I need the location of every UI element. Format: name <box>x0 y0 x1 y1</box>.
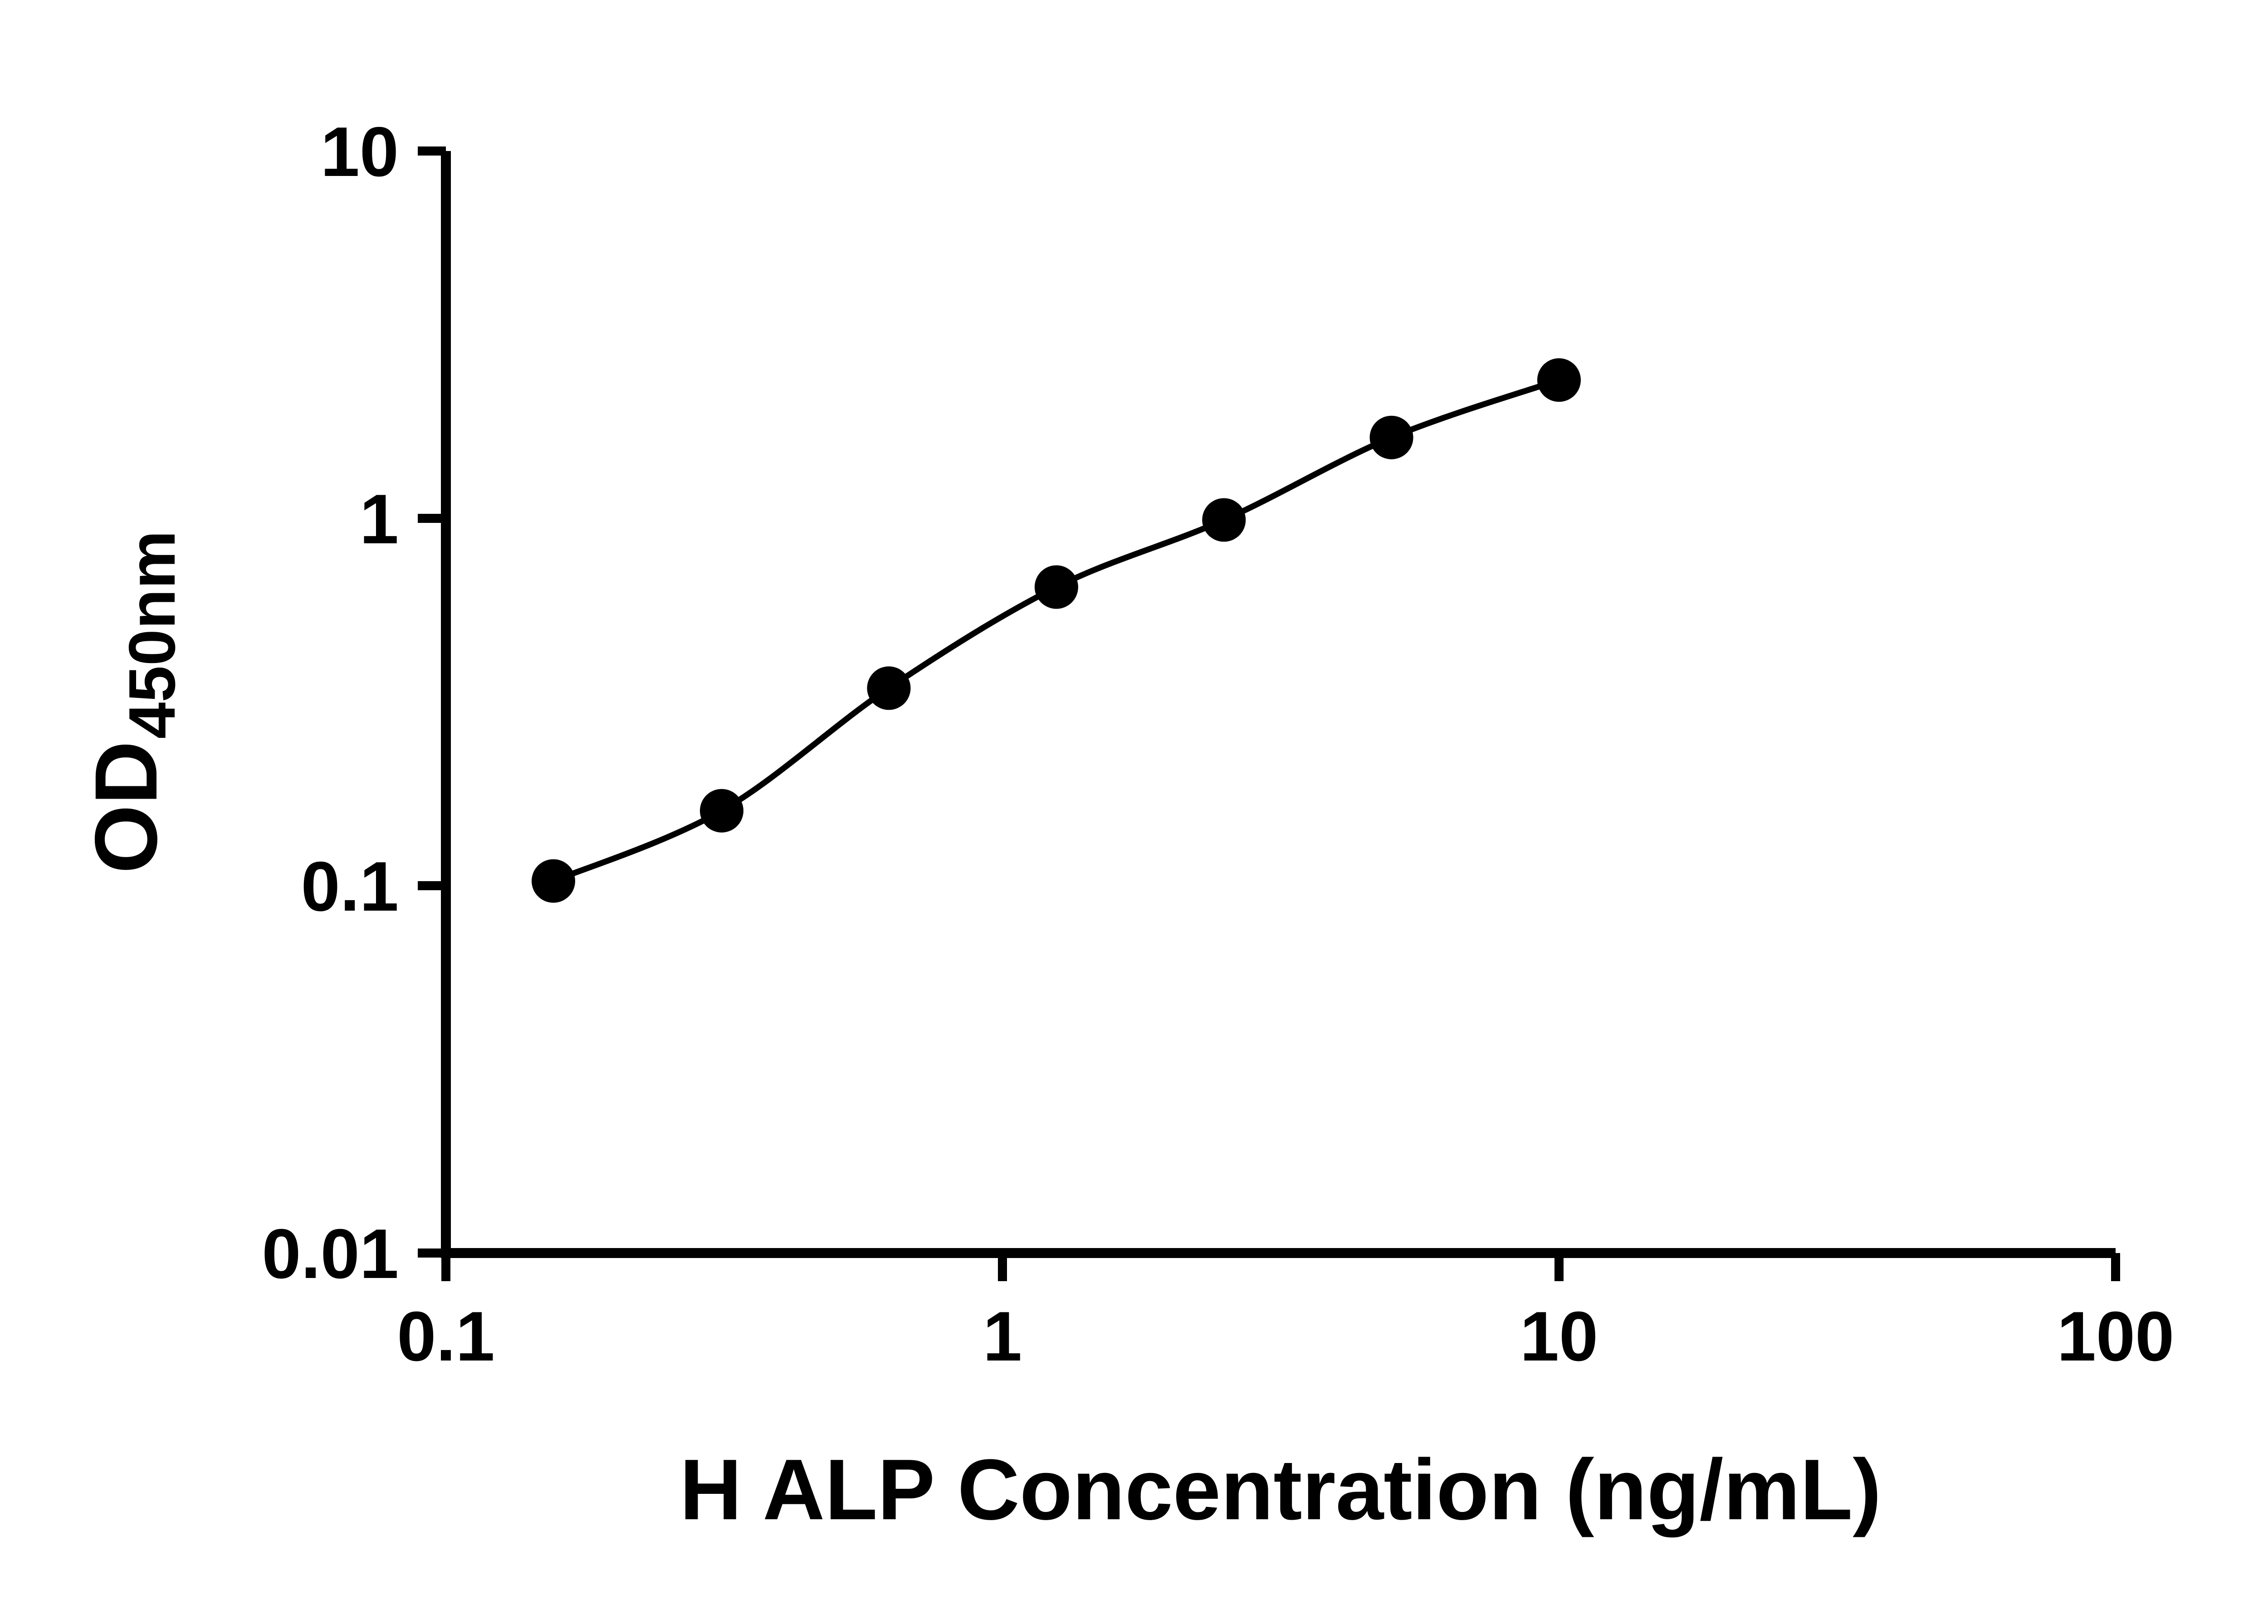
data-point <box>1369 415 1413 459</box>
y-tick-label: 0.1 <box>301 847 399 926</box>
data-point <box>867 666 911 710</box>
data-point <box>532 859 575 903</box>
y-tick-label: 1 <box>360 480 399 558</box>
data-point <box>1034 565 1078 609</box>
x-tick-label: 1 <box>983 1297 1022 1375</box>
x-tick-label: 10 <box>1520 1297 1598 1375</box>
y-axis-title-main: OD <box>77 741 176 874</box>
data-point <box>700 789 743 833</box>
data-point <box>1202 498 1246 542</box>
axes-lines <box>441 151 2116 1258</box>
x-axis-title: H ALP Concentration (ng/mL) <box>679 1442 1881 1538</box>
y-tick-label: 10 <box>321 112 399 191</box>
data-point <box>1537 358 1581 402</box>
y-axis-title-subscript: 450nm <box>115 531 189 739</box>
y-axis-title: OD 450nm <box>77 531 189 873</box>
y-tick-label: 0.01 <box>262 1214 399 1293</box>
x-tick-label: 0.1 <box>397 1297 494 1375</box>
x-tick-label: 100 <box>2057 1297 2175 1375</box>
